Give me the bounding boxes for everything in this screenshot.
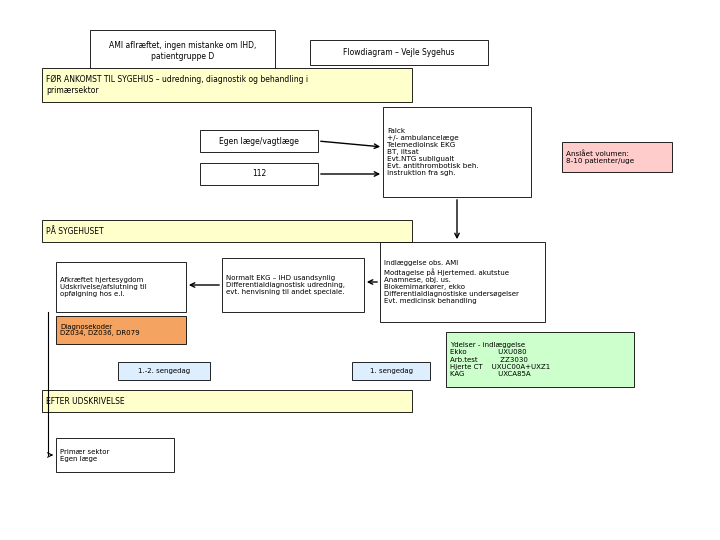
Text: 1. sengedag: 1. sengedag (369, 368, 413, 374)
FancyBboxPatch shape (380, 242, 545, 322)
Text: Ydelser - indlæggelse
Ekko              UXU080
Arb.test          ZZ3030
Hjerte C: Ydelser - indlæggelse Ekko UXU080 Arb.te… (450, 342, 550, 376)
FancyBboxPatch shape (42, 390, 412, 412)
FancyBboxPatch shape (56, 438, 174, 472)
Text: Indlæggelse obs. AMI
Modtagelse på Hjertemed. akutstue
Anamnese, obj. us.
Biokem: Indlæggelse obs. AMI Modtagelse på Hjert… (384, 260, 519, 303)
Text: 1.-2. sengedag: 1.-2. sengedag (138, 368, 190, 374)
Text: EFTER UDSKRIVELSE: EFTER UDSKRIVELSE (46, 396, 125, 406)
FancyBboxPatch shape (200, 163, 318, 185)
FancyBboxPatch shape (200, 130, 318, 152)
Text: Diagnosekoder
DZ034, DZ036, DR079: Diagnosekoder DZ034, DZ036, DR079 (60, 323, 140, 336)
Text: 112: 112 (252, 170, 266, 179)
FancyBboxPatch shape (446, 332, 634, 387)
FancyBboxPatch shape (222, 258, 364, 312)
FancyBboxPatch shape (562, 142, 672, 172)
FancyBboxPatch shape (383, 107, 531, 197)
Text: Normalt EKG – IHD usandsynlig
Differentialdiagnostisk udredning,
evt. henvisning: Normalt EKG – IHD usandsynlig Differenti… (226, 275, 345, 295)
Text: Afkræftet hjertesygdom
Udskrivelse/afslutning til
opfølgning hos e.l.: Afkræftet hjertesygdom Udskrivelse/afslu… (60, 277, 147, 297)
Text: Flowdiagram – Vejle Sygehus: Flowdiagram – Vejle Sygehus (343, 48, 455, 57)
FancyBboxPatch shape (42, 220, 412, 242)
FancyBboxPatch shape (352, 362, 430, 380)
Text: Egen læge/vagtlæge: Egen læge/vagtlæge (219, 137, 299, 145)
FancyBboxPatch shape (56, 262, 186, 312)
Text: AMI aflræftet, ingen mistanke om IHD,
patientgruppe D: AMI aflræftet, ingen mistanke om IHD, pa… (109, 41, 256, 60)
FancyBboxPatch shape (310, 40, 488, 65)
FancyBboxPatch shape (90, 30, 275, 72)
Text: Primær sektor
Egen læge: Primær sektor Egen læge (60, 449, 109, 462)
Text: PÅ SYGEHUSET: PÅ SYGEHUSET (46, 226, 104, 235)
FancyBboxPatch shape (118, 362, 210, 380)
FancyBboxPatch shape (56, 316, 186, 344)
Text: FØR ANKOMST TIL SYGEHUS – udredning, diagnostik og behandling i
primærsektor: FØR ANKOMST TIL SYGEHUS – udredning, dia… (46, 75, 308, 95)
Text: Anslået volumen:
8-10 patienter/uge: Anslået volumen: 8-10 patienter/uge (566, 150, 634, 164)
FancyBboxPatch shape (42, 68, 412, 102)
Text: Falck
+/- ambulancelæge
Telemedioinsk EKG
BT, iltsat
Evt.NTG subligualt
Evt. ant: Falck +/- ambulancelæge Telemedioinsk EK… (387, 128, 479, 176)
